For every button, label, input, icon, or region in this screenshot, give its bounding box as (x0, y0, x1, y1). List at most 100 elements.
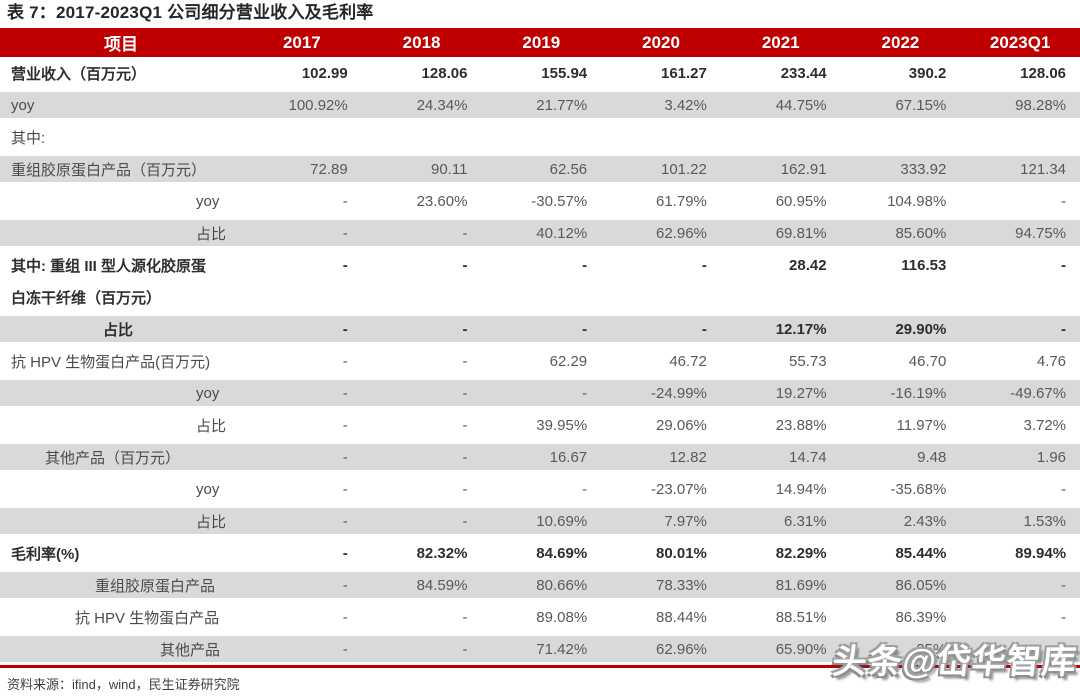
cell-value: 40.12% (536, 224, 588, 242)
cell-value: 89.08% (536, 608, 588, 626)
table-row: yoy - - - -23.07% 14.94% -35.68% - (0, 473, 1080, 505)
cell-value: 46.70 (908, 352, 947, 370)
cell-value: -30.57% (531, 192, 588, 210)
cell-value: 94.75% (1015, 224, 1067, 242)
cell-value: - (462, 320, 468, 338)
cell-value: - (1061, 480, 1067, 498)
cell-value: 21.77% (536, 96, 588, 114)
row-label: 其中: 重组 III 型人源化胶原蛋 (11, 257, 207, 275)
cell-value: 162.91 (780, 160, 827, 178)
cell-value: - (462, 416, 468, 434)
table-row: 重组胶原蛋白产品（百万元） 72.89 90.11 62.56 101.22 162.91… (0, 153, 1080, 185)
cell-value: - (582, 320, 588, 338)
table-row: 占比 - - 39.95% 29.06% 23.88% 11.97% 3.72% (0, 409, 1080, 441)
cell-value: -24.99% (651, 384, 707, 402)
cell-value: - (462, 448, 468, 466)
cell-value: 161.27 (660, 64, 707, 82)
cell-value: - (462, 224, 468, 242)
cell-value: 1.96 (1036, 448, 1067, 466)
cell-value: 100.92% (288, 96, 348, 114)
row-label: yoy (196, 384, 220, 402)
cell-value: 60.95% (775, 192, 827, 210)
cell-value: 62.96% (656, 224, 707, 242)
cell-value: 121.34 (1020, 160, 1067, 178)
row-label: 占比 (103, 321, 134, 339)
cell-value: 6.31% (784, 512, 827, 530)
row-label: 占比 (196, 513, 227, 531)
cell-value: 44.75% (775, 96, 827, 114)
row-label: yoy (11, 96, 35, 114)
cell-value: - (342, 192, 348, 210)
cell-value: 9.48 (917, 448, 947, 466)
cell-value: 39.95% (536, 416, 588, 434)
cell-value: - (582, 384, 588, 402)
cell-value: -49.67% (1010, 384, 1067, 402)
row-label: 占比 (196, 417, 227, 435)
cell-value: 62.96% (656, 640, 707, 658)
table-row: 抗 HPV 生物蛋白产品 - - 89.08% 88.44% 88.51% 86.39% - (0, 601, 1080, 633)
cell-value: 390.2 (908, 64, 947, 82)
table-row: 其中: 重组 III 型人源化胶原蛋 - - - - 28.42 116.53 - (0, 249, 1080, 281)
cell-value: 82.29% (775, 544, 827, 562)
watermark: 头条@岱华智库 (830, 643, 1079, 681)
cell-value: 3.42% (664, 96, 707, 114)
cell-value: - (342, 224, 348, 242)
cell-value: 11.97% (896, 416, 947, 434)
cell-value: - (462, 640, 468, 658)
row-label: 其他产品 (160, 641, 221, 659)
cell-value: 62.29 (549, 352, 588, 370)
cell-value: 23.88% (775, 416, 827, 434)
cell-value: 128.06 (1020, 64, 1067, 82)
cell-value: 65.90% (775, 640, 827, 658)
header-cell-year: 2018 (402, 32, 441, 52)
cell-value: 24.34% (416, 96, 468, 114)
cell-value: 14.94% (775, 480, 827, 498)
header-cell-year: 2023Q1 (989, 32, 1051, 52)
cell-value: 12.17% (775, 320, 827, 338)
cell-value: 85.60% (895, 224, 947, 242)
cell-value: 14.74 (789, 448, 827, 466)
table-row: 占比 - - 10.69% 7.97% 6.31% 2.43% 1.53% (0, 505, 1080, 537)
cell-value: 80.66% (536, 576, 588, 594)
cell-value: - (1061, 256, 1067, 274)
cell-value: - (1061, 320, 1067, 338)
cell-value: 89.94% (1015, 544, 1067, 562)
cell-value: 88.51% (775, 608, 827, 626)
row-label: 抗 HPV 生物蛋白产品(百万元) (11, 353, 211, 371)
row-label: 重组胶原蛋白产品 (95, 577, 216, 595)
table-title: 表 7：2017-2023Q1 公司细分营业收入及毛利率 (7, 3, 374, 22)
cell-value: - (342, 416, 348, 434)
table-bottom-border (0, 665, 1080, 668)
header-cell-year: 2017 (282, 32, 321, 52)
cell-value: - (1061, 640, 1067, 658)
cell-value: - (342, 448, 348, 466)
cell-value: 19.27% (775, 384, 827, 402)
cell-value: 80.01% (656, 544, 707, 562)
row-label: yoy (196, 480, 220, 498)
row-label: 毛利率(%) (11, 545, 80, 563)
cell-value: 55.73 (789, 352, 827, 370)
cell-value: 69.81% (775, 224, 827, 242)
cell-value: - (1061, 608, 1067, 626)
cell-value: 128.06 (421, 64, 468, 82)
data-table: 项目 2017 2018 2019 2020 2021 2022 2023Q1 营业收入（百万… (0, 28, 1080, 665)
cell-value: 12.82 (669, 448, 707, 466)
header-cell-year: 2021 (761, 32, 800, 52)
cell-value: 72.89 (310, 160, 348, 178)
cell-value: - (462, 256, 468, 274)
table-row: 其他产品（百万元） - - 16.67 12.82 14.74 9.48 1.96 (0, 441, 1080, 473)
cell-value: - (582, 256, 588, 274)
table-row: 占比 - - 40.12% 62.96% 69.81% 85.60% 94.75% (0, 217, 1080, 249)
row-label: 营业收入（百万元） (11, 65, 147, 83)
cell-value: 86.05% (895, 576, 947, 594)
cell-value: 1.53% (1023, 512, 1067, 530)
cell-value: 71.42% (536, 640, 588, 658)
cell-value: 16.67 (549, 448, 588, 466)
table-row: 其他产品 - - 71.42% 62.96% 65.90% 25% - (0, 633, 1080, 665)
cell-value: 104.98% (887, 192, 947, 210)
table-row: 营业收入（百万元） 102.99 128.06 155.94 161.27 233.44 3… (0, 57, 1080, 89)
row-label: yoy (196, 192, 220, 210)
cell-value: -35.68% (890, 480, 947, 498)
cell-value: - (701, 256, 707, 274)
